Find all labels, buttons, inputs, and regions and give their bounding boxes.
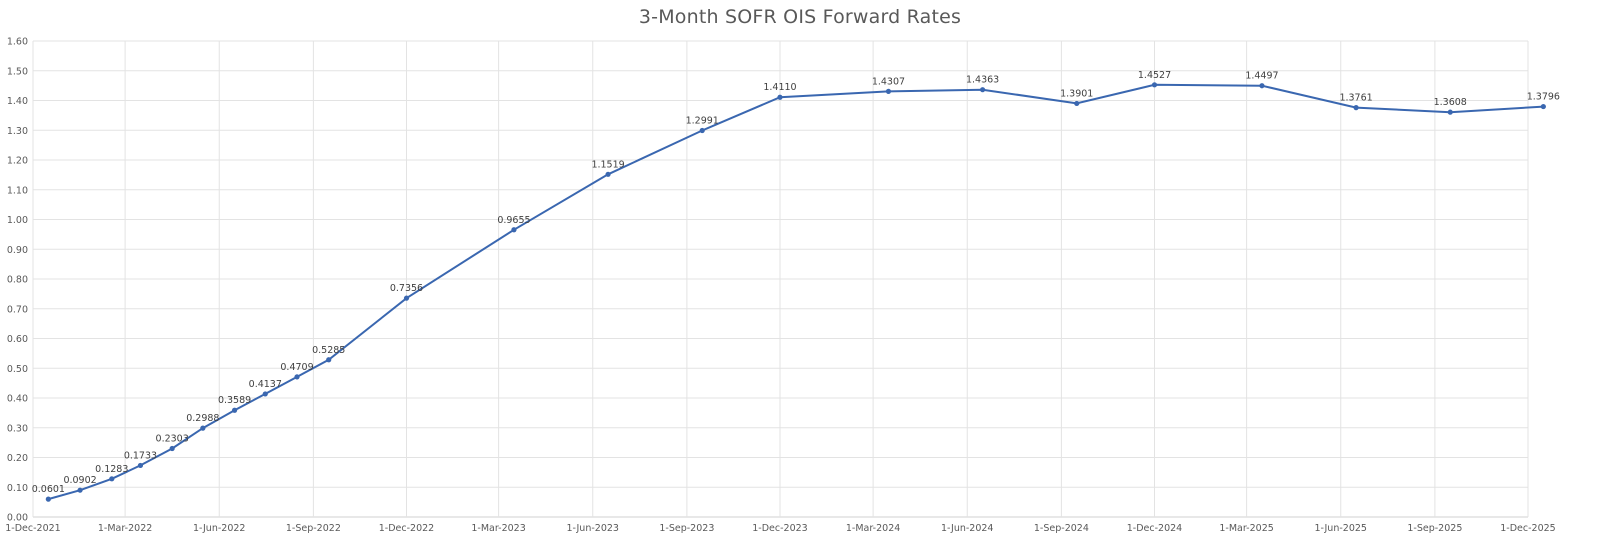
x-tick-label: 1-Dec-2021 [5,523,60,534]
x-tick-label: 1-Mar-2023 [471,523,525,534]
data-point [1259,83,1265,89]
data-label: 1.3761 [1339,93,1372,104]
data-label: 0.5285 [312,345,345,356]
data-point [1540,103,1546,110]
data-point [1151,82,1158,88]
x-tick-label: 1-Mar-2024 [846,523,900,534]
data-point [403,295,410,301]
data-point [1353,105,1359,111]
data-label: 1.3608 [1434,97,1467,108]
data-point [1074,100,1080,107]
y-tick-label: 0.60 [7,334,28,345]
data-point [231,407,238,413]
tick-layer: 0.00 0.10 0.20 0.30 0.40 0.50 0.60 0.70 0.80 0.90… [5,37,1555,535]
series-line [48,83,1544,501]
x-tick-label: 1-Jun-2023 [567,523,619,534]
y-tick-label: 0.80 [7,275,28,286]
data-label: 0.2303 [156,433,189,444]
y-tick-label: 1.10 [7,185,28,196]
series-layer [45,82,1546,502]
y-tick-label: 1.50 [7,66,28,77]
y-tick-label: 1.00 [7,215,28,226]
y-tick-label: 1.40 [7,96,28,107]
data-label: 0.7356 [390,283,423,294]
data-point [605,171,611,177]
data-label: 0.4709 [280,362,313,373]
y-tick-label: 1.20 [7,156,28,167]
data-label: 0.4137 [249,379,282,390]
y-tick-label: 0.20 [7,453,28,464]
x-tick-label: 1-Dec-2022 [379,523,434,534]
y-tick-label: 0.50 [7,364,28,375]
data-point [699,127,705,134]
data-point [294,374,300,380]
x-tick-label: 1-Jun-2025 [1315,523,1367,534]
y-tick-label: 0.30 [7,423,28,434]
y-tick-label: 0.00 [7,513,28,524]
data-label: 1.4363 [966,75,999,86]
data-label: 1.3796 [1527,92,1560,103]
data-point [326,357,332,363]
data-label: 1.4110 [763,82,796,93]
data-point [169,445,175,452]
x-tick-label: 1-Dec-2025 [1500,523,1555,534]
data-label: 0.0601 [32,484,65,495]
data-point [109,476,115,482]
x-tick-label: 1-Sep-2025 [1407,523,1462,534]
data-point [1447,109,1453,115]
y-tick-label: 1.60 [7,37,28,48]
x-tick-label: 1-Jun-2022 [193,523,245,534]
x-tick-label: 1-Jun-2024 [941,523,993,534]
y-tick-label: 0.40 [7,394,28,405]
data-label: 1.1519 [591,159,624,170]
data-point [979,87,986,93]
y-tick-label: 1.30 [7,126,28,137]
x-tick-label: 1-Dec-2023 [752,523,807,534]
data-label: 0.1733 [124,450,157,461]
data-point [885,88,892,94]
data-label: 0.3589 [218,395,251,406]
data-label: 1.4527 [1138,70,1171,81]
data-label: 0.9655 [497,215,530,226]
x-tick-label: 1-Sep-2023 [659,523,714,534]
x-tick-label: 1-Mar-2022 [98,523,152,534]
data-point [137,462,144,469]
x-tick-label: 1-Dec-2024 [1127,523,1182,534]
data-label: 1.2991 [686,116,719,127]
data-label: 1.4497 [1245,71,1278,82]
data-point [262,391,268,397]
data-label: 1.3901 [1060,88,1093,99]
data-label: 0.2988 [186,413,219,424]
y-tick-label: 0.10 [7,483,28,494]
data-point [200,425,206,431]
data-label: 1.4307 [872,76,905,87]
y-tick-label: 0.70 [7,304,28,315]
data-point [45,496,51,502]
grid-layer [32,40,1529,518]
data-point [511,227,517,233]
data-label: 0.1283 [95,464,128,475]
x-tick-label: 1-Mar-2025 [1219,523,1273,534]
data-label: 0.0902 [63,475,96,486]
x-tick-label: 1-Sep-2022 [286,523,341,534]
y-tick-label: 0.90 [7,245,28,256]
x-tick-label: 1-Sep-2024 [1034,523,1089,534]
data-point [777,94,783,100]
chart-title: 3-Month SOFR OIS Forward Rates [638,6,962,28]
data-point [77,487,83,493]
